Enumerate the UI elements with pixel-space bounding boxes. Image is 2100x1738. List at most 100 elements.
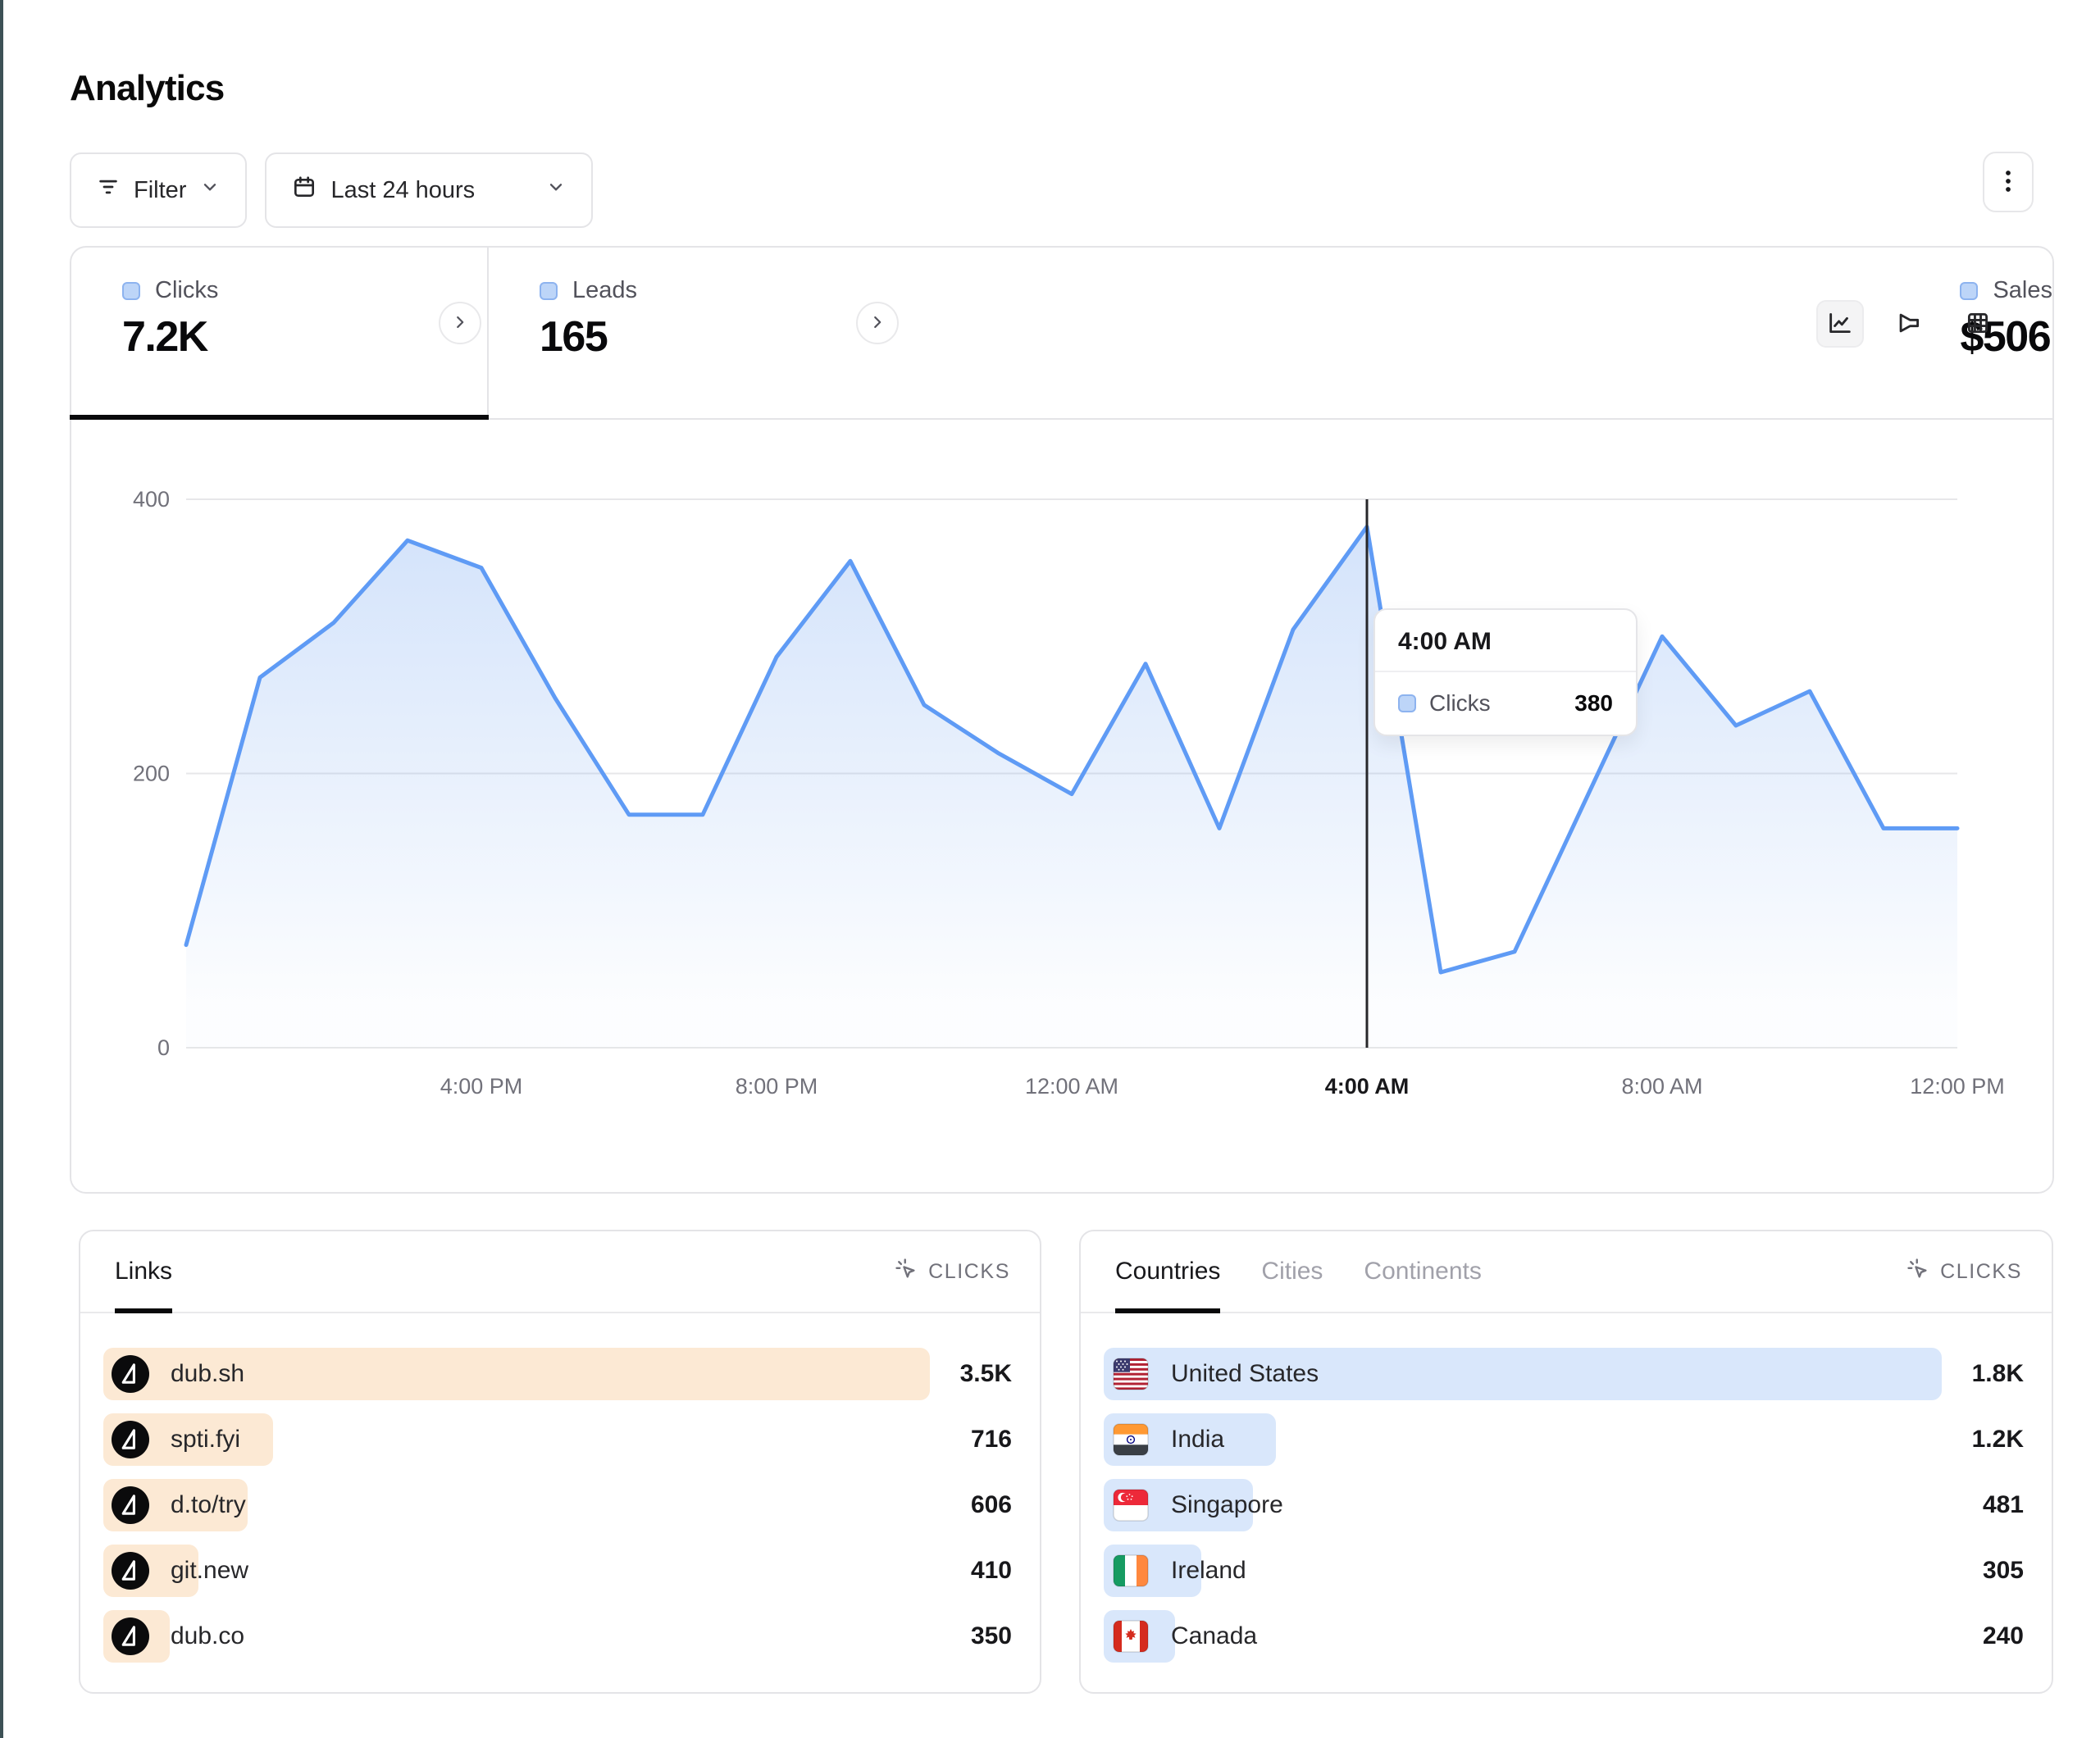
- dub-logo-icon: [112, 1617, 149, 1655]
- tooltip-series-value: 380: [1574, 690, 1613, 716]
- series-legend-square-icon: [1960, 281, 1979, 300]
- links-panel: Links CLICKS dub.sh 3.5K: [79, 1230, 1041, 1694]
- series-legend-square-icon: [122, 281, 140, 300]
- stat-tab[interactable]: Leads 165: [489, 248, 1909, 418]
- chevron-down-icon: [545, 176, 567, 204]
- flag-in-icon: [1112, 1421, 1150, 1458]
- expand-sales-button[interactable]: [856, 302, 899, 344]
- link-bar: [103, 1348, 930, 1400]
- svg-text:12:00 PM: 12:00 PM: [1910, 1074, 2005, 1099]
- svg-text:4:00 AM: 4:00 AM: [1325, 1074, 1410, 1099]
- country-clicks-value: 240: [1982, 1622, 2024, 1649]
- stat-tab-label: Leads: [572, 277, 638, 303]
- stat-tab-value: 7.2K: [122, 313, 208, 361]
- link-label: dub.sh: [171, 1360, 245, 1387]
- clicks-time-series-chart[interactable]: 0 200 400 4:00 PM 8:00 PM 12:00 AM 4:00 AM 8:0…: [71, 418, 2052, 1194]
- link-label: d.to/try: [171, 1491, 246, 1518]
- table-grid-icon: [1964, 309, 1992, 339]
- country-clicks-value: 1.8K: [1971, 1360, 2024, 1387]
- chevron-down-icon: [199, 176, 221, 204]
- stat-tabs-strip: Clicks 7.2K Leads 165 Sales $506: [70, 248, 2052, 420]
- svg-text:12:00 AM: 12:00 AM: [1025, 1074, 1118, 1099]
- country-label: India: [1171, 1426, 1225, 1453]
- country-row[interactable]: Singapore 481: [1104, 1479, 2024, 1531]
- country-row[interactable]: India 1.2K: [1104, 1413, 2024, 1466]
- link-row[interactable]: dub.co 350: [103, 1610, 1012, 1663]
- stat-tab-label: Sales: [1993, 277, 2052, 303]
- country-label: United States: [1171, 1360, 1319, 1387]
- country-label: Canada: [1171, 1622, 1258, 1649]
- cursor-click-icon: [1906, 1257, 1930, 1287]
- area-chart-canvas[interactable]: 0 200 400 4:00 PM 8:00 PM 12:00 AM 4:00 AM 8:0…: [71, 418, 2052, 1194]
- countries-panel-tab[interactable]: Continents: [1364, 1258, 1482, 1285]
- metric-selector[interactable]: CLICKS: [1906, 1257, 2022, 1287]
- country-clicks-value: 481: [1982, 1491, 2024, 1518]
- links-panel-tab[interactable]: Links: [115, 1231, 173, 1313]
- link-row[interactable]: git.new 410: [103, 1545, 1012, 1597]
- metric-label: CLICKS: [1940, 1259, 2022, 1283]
- dub-logo-icon: [112, 1355, 149, 1393]
- filter-button-label: Filter: [134, 176, 187, 203]
- more-options-button[interactable]: [1983, 152, 2034, 212]
- series-legend-square-icon: [540, 281, 558, 300]
- filter-button[interactable]: Filter: [70, 152, 248, 228]
- date-range-button[interactable]: Last 24 hours: [265, 152, 594, 228]
- svg-text:400: 400: [133, 487, 170, 512]
- series-legend-square-icon: [1398, 694, 1416, 712]
- link-label: spti.fyi: [171, 1426, 241, 1453]
- cursor-click-icon: [894, 1257, 918, 1287]
- svg-text:8:00 PM: 8:00 PM: [736, 1074, 818, 1099]
- flag-us-icon: [1112, 1355, 1150, 1393]
- country-label: Ireland: [1171, 1557, 1246, 1584]
- link-clicks-value: 606: [970, 1491, 1012, 1518]
- country-row[interactable]: United States 1.8K: [1104, 1348, 2024, 1400]
- tooltip-series-label: Clicks: [1429, 690, 1491, 716]
- countries-panel-tab[interactable]: Countries: [1115, 1231, 1221, 1313]
- link-clicks-value: 350: [970, 1622, 1012, 1649]
- link-clicks-value: 410: [970, 1557, 1012, 1584]
- filter-icon: [96, 175, 121, 206]
- metric-label: CLICKS: [928, 1259, 1010, 1283]
- link-clicks-value: 3.5K: [959, 1360, 1012, 1387]
- view-mode-table-grid-button[interactable]: [1954, 300, 2002, 348]
- date-range-label: Last 24 hours: [330, 176, 476, 203]
- view-mode-funnel-chart-button[interactable]: [1885, 300, 1933, 348]
- dub-logo-icon: [112, 1552, 149, 1590]
- line-chart-icon: [1826, 309, 1854, 339]
- countries-panel-tab[interactable]: Cities: [1261, 1258, 1323, 1285]
- chevron-right-icon: [451, 313, 469, 334]
- country-bar: [1104, 1348, 1942, 1400]
- countries-list: United States 1.8K India 1.2K: [1081, 1313, 2052, 1663]
- flag-ie-icon: [1112, 1552, 1150, 1590]
- link-row[interactable]: spti.fyi 716: [103, 1413, 1012, 1466]
- links-list: dub.sh 3.5K spti.fyi 716: [80, 1313, 1040, 1663]
- country-label: Singapore: [1171, 1491, 1283, 1518]
- chevron-right-icon: [868, 313, 886, 334]
- view-mode-line-chart-button[interactable]: [1816, 300, 1864, 348]
- svg-text:4:00 PM: 4:00 PM: [440, 1074, 523, 1099]
- area-fill: [186, 526, 1957, 1048]
- country-row[interactable]: Ireland 305: [1104, 1545, 2024, 1597]
- stat-tab-label: Clicks: [155, 277, 219, 303]
- country-clicks-value: 1.2K: [1971, 1426, 2024, 1453]
- link-label: dub.co: [171, 1622, 245, 1649]
- link-label: git.new: [171, 1557, 249, 1584]
- stat-tab[interactable]: Clicks 7.2K: [70, 248, 489, 420]
- dub-logo-icon: [112, 1486, 149, 1524]
- country-clicks-value: 305: [1982, 1557, 2024, 1584]
- toolbar: Filter Last 24 hours: [70, 152, 594, 228]
- window-edge-strip: [0, 0, 3, 1738]
- calendar-icon: [291, 174, 317, 207]
- clicks-line: [184, 525, 1960, 975]
- country-row[interactable]: Canada 240: [1104, 1610, 2024, 1663]
- funnel-chart-icon: [1895, 309, 1923, 339]
- countries-panel: Countries Cities Continents CLICKS Unite…: [1079, 1230, 2053, 1694]
- link-row[interactable]: dub.sh 3.5K: [103, 1348, 1012, 1400]
- metric-selector[interactable]: CLICKS: [894, 1257, 1010, 1287]
- flag-sg-icon: [1112, 1486, 1150, 1524]
- analytics-card: Clicks 7.2K Leads 165 Sales $506: [70, 246, 2054, 1194]
- page-title: Analytics: [70, 68, 225, 108]
- svg-text:0: 0: [157, 1035, 170, 1060]
- link-row[interactable]: d.to/try 606: [103, 1479, 1012, 1531]
- expand-leads-button[interactable]: [439, 302, 481, 344]
